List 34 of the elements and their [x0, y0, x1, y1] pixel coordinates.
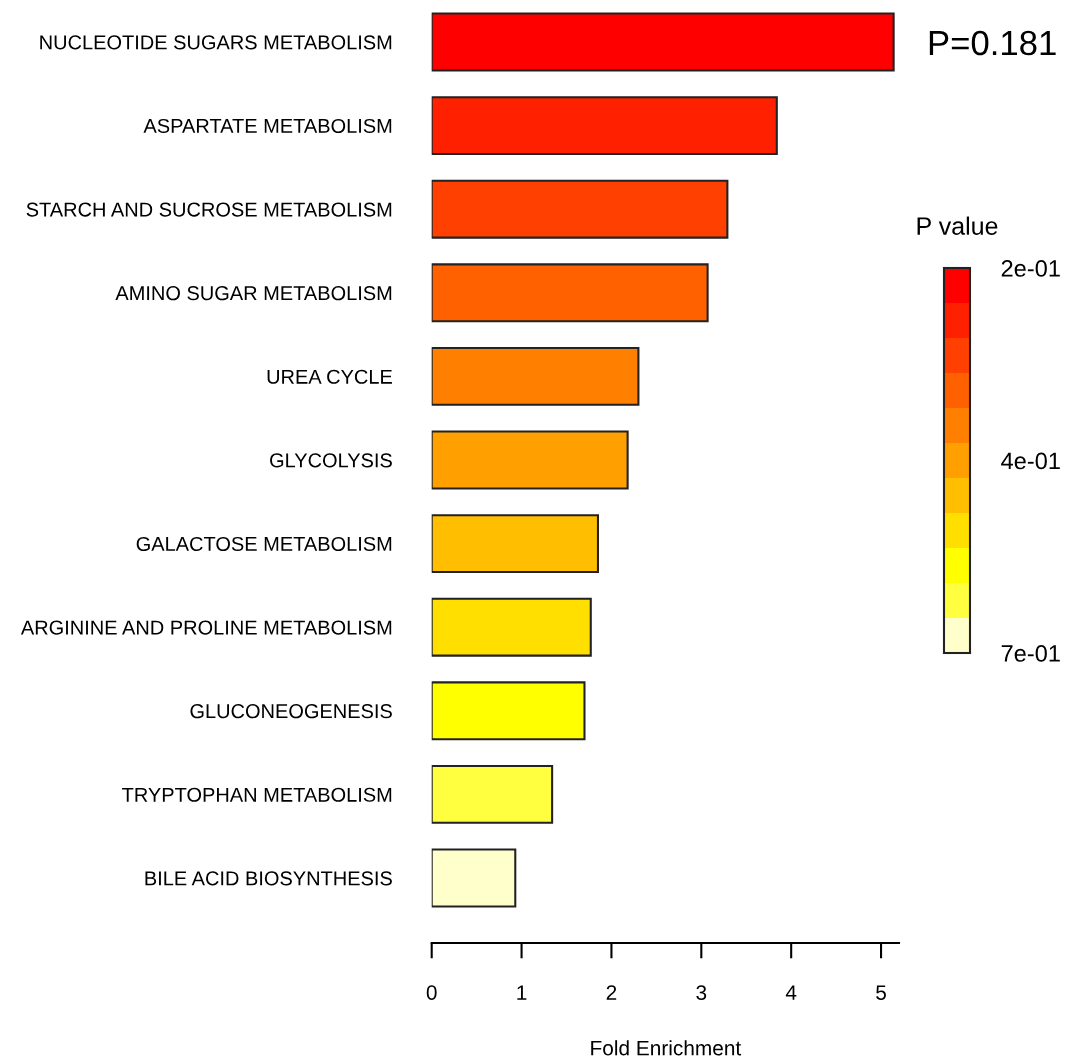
x-tick-label: 1 — [517, 985, 527, 1000]
y-tick-label: ARGININE AND PROLINE METABOLISM — [20, 620, 392, 635]
bar — [431, 263, 709, 323]
x-tick-label: 0 — [426, 985, 437, 1000]
y-tick-label: BILE ACID BIOSYNTHESIS — [145, 871, 392, 886]
y-tick-label: STARCH AND SUCROSE METABOLISM — [26, 202, 392, 217]
y-tick-label: AMINO SUGAR METABOLISM — [115, 286, 392, 301]
bar — [431, 12, 895, 72]
x-tick-label: 3 — [696, 985, 707, 1000]
y-tick-label: NUCLEOTIDE SUGARS METABOLISM — [40, 35, 392, 50]
color-bar-title: P value — [917, 216, 998, 235]
color-bar-label: 7e-01 — [1001, 645, 1060, 662]
bar — [431, 514, 599, 574]
bar — [431, 848, 517, 908]
y-tick-label: UREA CYCLE — [267, 369, 392, 384]
y-tick-label: GLYCOLYSIS — [270, 453, 392, 468]
bar — [431, 346, 640, 406]
bar — [431, 597, 592, 657]
y-tick-label: TRYPTOPHAN METABOLISM — [122, 787, 392, 802]
bar — [431, 96, 778, 156]
y-tick-label: ASPARTATE METABOLISM — [143, 118, 392, 134]
bar — [431, 764, 554, 824]
x-tick-label: 5 — [876, 985, 886, 1000]
bar — [431, 179, 729, 239]
color-bar-label: 2e-01 — [1001, 260, 1060, 277]
x-tick-label: 2 — [606, 985, 617, 1000]
text: P=0.181 — [929, 30, 1056, 56]
bar — [431, 681, 586, 741]
x-tick-label: 4 — [785, 985, 797, 1000]
y-tick-label: GALACTOSE METABOLISM — [136, 536, 392, 552]
bar — [431, 430, 629, 490]
y-tick-label: GLUCONEOGENESIS — [190, 704, 392, 719]
x-axis-title: Fold Enrichment — [591, 1040, 742, 1056]
color-bar-label: 4e-01 — [1001, 452, 1060, 470]
